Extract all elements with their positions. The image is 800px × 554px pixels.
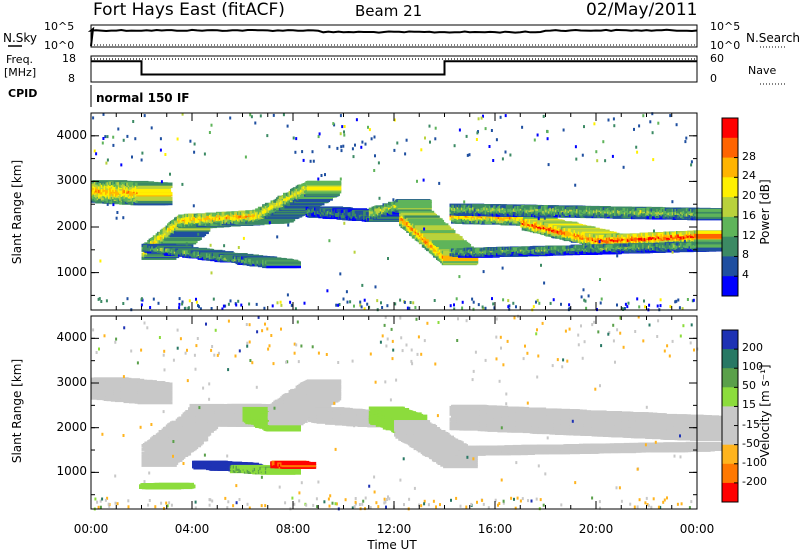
- power-colorbar-label: Power [dB]: [758, 179, 772, 245]
- y-tick-label: 1000: [56, 464, 87, 479]
- velocity-colorbar-label: Velocity [m s⁻¹]: [758, 364, 772, 458]
- colorbar-segment: [722, 330, 738, 350]
- colorbar-tick-label: -100: [742, 455, 767, 469]
- colorbar-segment: [722, 216, 738, 238]
- nave-tick-bottom: 0: [710, 72, 717, 85]
- x-tick-label: 16:00: [477, 522, 513, 536]
- colorbar-segment: [722, 368, 738, 388]
- velocity-ylabel: Slant Range [km]: [10, 358, 24, 464]
- x-tick-label: 00:00: [73, 522, 109, 536]
- x-tick-label: 04:00: [174, 522, 210, 536]
- freq-line: [91, 60, 697, 76]
- y-tick-label: 2000: [56, 419, 87, 434]
- cpid-mode: normal 150 IF: [96, 91, 190, 105]
- nsky-tick-top: 10^5: [44, 20, 75, 33]
- power-ylabel: Slant Range [km]: [10, 159, 24, 265]
- station-title: Fort Hays East (fitACF): [93, 0, 285, 20]
- colorbar-segment: [722, 349, 738, 369]
- x-tick-label: 08:00: [275, 522, 311, 536]
- colorbar-segment: [722, 177, 738, 198]
- colorbar-frame-1: [721, 329, 739, 503]
- y-tick-label: 3000: [56, 173, 87, 188]
- colorbar-tick-label: 100: [742, 360, 763, 374]
- colorbar-segment: [722, 387, 738, 407]
- x-tick-label: 20:00: [578, 522, 614, 536]
- colorbar-frame-0: [721, 117, 739, 297]
- colorbar-segment: [722, 425, 738, 446]
- colorbar-tick-label: 15: [742, 398, 756, 412]
- colorbar-tick-label: 4: [742, 268, 749, 282]
- colorbar-segment: [722, 276, 738, 297]
- x-axis-label: Time UT: [367, 538, 417, 552]
- nave-tick-top: 60: [710, 52, 724, 65]
- colorbar-segment: [722, 197, 738, 218]
- colorbar-tick-label: 8: [742, 248, 749, 262]
- colorbar-tick-label: 12: [742, 228, 756, 242]
- nave-label: Nave: [748, 64, 777, 77]
- colorbar-tick-label: 20: [742, 189, 756, 203]
- colorbar-segment: [722, 406, 738, 426]
- heatmap-0: [91, 112, 731, 312]
- cpid-label: CPID: [8, 87, 38, 100]
- freq-tick-bottom: 8: [68, 72, 75, 85]
- y-tick-label: 1000: [56, 264, 87, 279]
- colorbar-tick-label: 24: [742, 169, 756, 183]
- freq-label: Freq.: [6, 53, 34, 66]
- colorbar-segment: [722, 157, 738, 178]
- y-tick-label: 4000: [56, 127, 87, 142]
- nsearch-tick-top: 10^5: [710, 20, 741, 33]
- colorbar-tick-label: 28: [742, 149, 756, 163]
- colorbar-segment: [722, 463, 738, 484]
- colorbar-segment: [722, 256, 738, 277]
- colorbar-tick-label: -200: [742, 474, 767, 488]
- nsky-line: [87, 26, 698, 47]
- freq-frame: [90, 55, 698, 83]
- colorbar-segment: [722, 482, 738, 503]
- beam-title: Beam 21: [355, 2, 423, 20]
- date-title: 02/May/2011: [586, 0, 698, 20]
- y-tick-label: 3000: [56, 375, 87, 389]
- colorbar-segment: [722, 444, 738, 465]
- colorbar-segment: [722, 118, 738, 139]
- nsky-frame: [90, 24, 698, 48]
- colorbar-segment: [722, 137, 738, 159]
- colorbar-segment: [722, 236, 738, 257]
- nsky-tick-bottom: 10^0: [44, 39, 75, 52]
- y-tick-label: 2000: [56, 219, 87, 233]
- nsearch-tick-bottom: 10^0: [710, 39, 741, 52]
- x-tick-label: 12:00: [376, 522, 412, 536]
- freq-unit-label: [MHz]: [4, 66, 37, 79]
- nsky-label: N.Sky: [3, 31, 38, 45]
- colorbar-tick-label: -15: [742, 417, 760, 431]
- colorbar-tick-label: 200: [742, 341, 763, 355]
- freq-tick-top: 18: [62, 52, 76, 65]
- colorbar-tick-label: -50: [742, 436, 760, 450]
- colorbar-tick-label: 50: [742, 379, 756, 393]
- y-tick-label: 4000: [56, 330, 87, 345]
- colorbar-tick-label: 16: [742, 208, 756, 222]
- heatmap-1: [91, 314, 731, 511]
- nsearch-label: N.Search: [746, 31, 800, 45]
- x-tick-label: 00:00: [679, 522, 715, 536]
